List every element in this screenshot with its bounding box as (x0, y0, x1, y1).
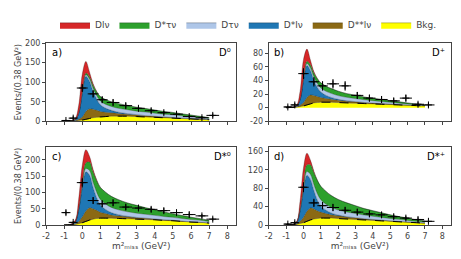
svg-text:Events/(0.38 GeV²): Events/(0.38 GeV²) (14, 44, 23, 120)
svg-text:7: 7 (422, 232, 427, 241)
svg-text:D⁺: D⁺ (432, 47, 445, 58)
svg-text:50: 50 (30, 205, 40, 214)
svg-text:150: 150 (25, 58, 40, 67)
svg-text:1: 1 (318, 232, 323, 241)
svg-text:0: 0 (35, 117, 40, 126)
svg-text:100: 100 (25, 188, 40, 197)
svg-text:D*⁰: D*⁰ (214, 151, 231, 162)
svg-text:D**lν: D**lν (348, 20, 371, 30)
svg-text:80: 80 (253, 49, 263, 58)
svg-text:0: 0 (80, 232, 85, 241)
svg-text:Dτν: Dτν (221, 20, 238, 30)
svg-text:4: 4 (370, 232, 375, 241)
svg-text:7: 7 (207, 232, 212, 241)
svg-text:0: 0 (301, 232, 306, 241)
svg-text:Dlν: Dlν (95, 20, 109, 30)
svg-text:2: 2 (336, 232, 341, 241)
svg-text:D*τν: D*τν (154, 20, 176, 30)
svg-text:120: 120 (248, 166, 263, 175)
svg-text:D*lν: D*lν (284, 20, 303, 30)
svg-text:D⁰: D⁰ (219, 47, 231, 58)
svg-text:8: 8 (440, 232, 445, 241)
svg-text:200: 200 (25, 39, 40, 48)
svg-text:40: 40 (253, 202, 263, 211)
svg-text:0: 0 (35, 221, 40, 230)
svg-text:2: 2 (116, 232, 121, 241)
svg-text:d): d) (274, 151, 284, 162)
svg-text:Bkg.: Bkg. (416, 20, 436, 30)
svg-text:8: 8 (225, 232, 230, 241)
svg-text:m²ₘᵢₛₛ (GeV²): m²ₘᵢₛₛ (GeV²) (331, 241, 389, 251)
svg-text:D*⁺: D*⁺ (427, 151, 445, 162)
svg-text:6: 6 (405, 232, 410, 241)
svg-text:-2: -2 (42, 232, 50, 241)
svg-text:150: 150 (25, 172, 40, 181)
svg-text:3: 3 (134, 232, 139, 241)
svg-text:-1: -1 (60, 232, 68, 241)
svg-text:b): b) (274, 47, 284, 58)
svg-text:6: 6 (188, 232, 193, 241)
svg-text:50: 50 (30, 98, 40, 107)
svg-text:100: 100 (25, 78, 40, 87)
svg-text:-1: -1 (282, 232, 290, 241)
svg-text:c): c) (52, 151, 61, 162)
svg-text:160: 160 (248, 147, 263, 156)
svg-text:1: 1 (98, 232, 103, 241)
svg-text:Events/(0.38 GeV²): Events/(0.38 GeV²) (14, 148, 23, 224)
svg-text:20: 20 (253, 90, 263, 99)
svg-text:3: 3 (353, 232, 358, 241)
svg-text:m²ₘᵢₛₛ (GeV²): m²ₘᵢₛₛ (GeV²) (112, 241, 170, 251)
svg-text:-20: -20 (250, 117, 263, 126)
svg-text:60: 60 (253, 63, 263, 72)
svg-text:0: 0 (258, 221, 263, 230)
svg-text:4: 4 (152, 232, 157, 241)
svg-text:40: 40 (253, 76, 263, 85)
svg-text:5: 5 (388, 232, 393, 241)
svg-text:0: 0 (258, 103, 263, 112)
svg-text:a): a) (52, 47, 62, 58)
svg-text:80: 80 (253, 184, 263, 193)
svg-text:5: 5 (170, 232, 175, 241)
svg-text:-2: -2 (265, 232, 273, 241)
svg-text:200: 200 (25, 156, 40, 165)
